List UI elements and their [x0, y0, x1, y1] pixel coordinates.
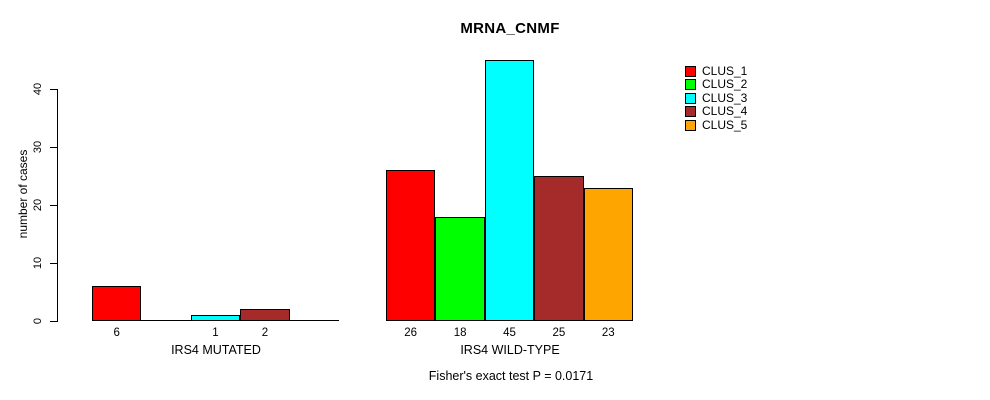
y-axis-tick	[50, 89, 57, 91]
bar-clus_4-mutated	[240, 309, 290, 321]
legend-swatch-clus_1	[685, 66, 696, 77]
bar-clus_3-wild-type	[484, 60, 535, 321]
y-axis-label: number of cases	[16, 149, 30, 239]
bar-value-label: 2	[261, 327, 269, 339]
bar-value-label: 45	[503, 327, 516, 339]
bar-clus_5-mutated	[289, 320, 339, 321]
bar-clus_4-wild-type	[534, 176, 584, 321]
y-axis-tick	[50, 263, 57, 265]
bar-value-label: 23	[601, 327, 615, 339]
footnote-fishers-test: Fisher's exact test P = 0.0171	[428, 369, 594, 383]
y-axis-tick-label: 30	[32, 141, 44, 154]
legend-label-clus_5: CLUS_5	[702, 117, 748, 132]
bar-value-label: 25	[552, 327, 566, 339]
y-axis-tick	[50, 147, 57, 149]
legend-label-clus_2: CLUS_2	[702, 77, 748, 92]
bar-value-label: 6	[113, 327, 120, 339]
y-axis-tick-label: 40	[32, 83, 44, 96]
bar-clus_1-wild-type	[386, 170, 436, 321]
chart-title: MRNA_CNMF	[460, 20, 560, 37]
group-label-irs4-wild-type: IRS4 WILD-TYPE	[460, 343, 560, 357]
y-axis-tick-label: 0	[32, 317, 44, 325]
y-axis-tick-label: 20	[32, 199, 44, 212]
bar-value-label: 18	[453, 327, 467, 339]
bar-value-label: 26	[404, 327, 418, 339]
y-axis-tick	[50, 321, 57, 322]
legend-label-clus_1: CLUS_1	[702, 64, 748, 78]
legend-label-clus_4: CLUS_4	[702, 104, 748, 119]
group-label-irs4-mutated: IRS4 MUTATED	[171, 343, 261, 357]
y-axis-line	[57, 89, 58, 322]
legend-label-clus_3: CLUS_3	[702, 90, 748, 105]
bar-clus_2-mutated	[141, 320, 191, 321]
bar-value-label: 1	[212, 327, 219, 339]
bar-clus_5-wild-type	[583, 187, 633, 321]
bar-clus_1-mutated	[92, 286, 142, 321]
legend-swatch-clus_4	[685, 106, 696, 118]
legend-swatch-clus_3	[685, 92, 696, 104]
y-axis-tick-label: 10	[32, 256, 44, 270]
bar-clus_3-mutated	[190, 315, 241, 321]
y-axis-tick	[50, 205, 57, 207]
legend-swatch-clus_2	[685, 79, 696, 91]
legend-swatch-clus_5	[685, 119, 696, 131]
bar-clus_2-wild-type	[435, 216, 485, 321]
